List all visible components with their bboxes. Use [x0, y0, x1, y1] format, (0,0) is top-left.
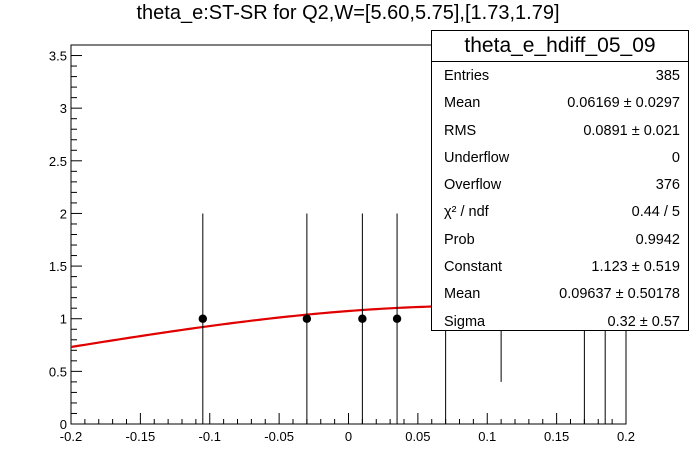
stats-key: Constant: [444, 259, 503, 276]
stats-key: Underflow: [444, 149, 510, 166]
x-tick-label: -0.1: [199, 429, 221, 444]
stats-value: 385: [655, 68, 680, 84]
stats-key: Sigma: [444, 313, 486, 330]
stats-row: Sigma 0.32 ± 0.57: [432, 308, 688, 335]
stats-value: 0.06169 ± 0.0297: [567, 95, 680, 112]
axes: -0.2 -0.15 -0.1 -0.05 0 0.05 0.1 0.15 0.2 0 0.5 1 1.…: [49, 44, 635, 444]
stats-value: 0: [671, 149, 680, 166]
chart-title: theta_e:ST-SR for Q2,W=[5.60,5.75],[1.73…: [136, 2, 560, 24]
stats-key: Prob: [444, 231, 475, 248]
y-tick-label: 2.5: [49, 154, 67, 169]
stats-row: Mean 0.06169 ± 0.0297: [432, 89, 688, 116]
stats-box-title: theta_e_hdiff_05_09: [432, 31, 688, 62]
stats-value: 0.09637 ± 0.50178: [559, 286, 680, 303]
stats-key: Mean: [444, 286, 481, 303]
x-tick-label: 0.2: [617, 429, 635, 444]
stats-row: Mean 0.09637 ± 0.50178: [432, 280, 688, 307]
x-tick-label: 0.05: [405, 429, 430, 444]
y-tick-label: 2: [60, 206, 67, 221]
y-tick-label: 1.5: [49, 259, 67, 274]
data-point: [358, 314, 367, 323]
stats-row: Overflow 376: [432, 171, 688, 198]
stats-row: RMS 0.0891 ± 0.021: [432, 117, 688, 144]
x-tick-label: 0: [345, 429, 352, 444]
stats-value: 0.32 ± 0.57: [607, 313, 680, 330]
stats-key: RMS: [444, 122, 477, 139]
data-point: [198, 314, 208, 323]
stats-value: 0.44 / 5: [631, 204, 680, 221]
y-tick-label: 0: [60, 417, 67, 432]
stats-key: χ² / ndf: [444, 204, 489, 221]
stats-row: Entries 385: [432, 62, 688, 89]
stats-rows: Entries 385 Mean 0.06169 ± 0.0297 RMS 0.0891 …: [432, 62, 688, 335]
y-tick-label: 0.5: [49, 364, 67, 379]
x-tick-label: -0.2: [60, 429, 82, 444]
stats-value: 0.0891 ± 0.021: [583, 122, 680, 139]
stats-row: Underflow 0: [432, 144, 688, 171]
stats-key: Overflow: [444, 177, 502, 194]
y-tick-label: 3: [60, 101, 67, 116]
stats-row: Prob 0.9942: [432, 226, 688, 253]
x-tick-label: -0.05: [264, 429, 294, 444]
x-tick-label: 0.15: [544, 429, 569, 444]
stats-key: Mean: [444, 95, 481, 112]
y-tick-label: 1: [60, 312, 67, 327]
x-tick-label: -0.15: [126, 429, 156, 444]
y-tick-label: 3.5: [49, 49, 67, 64]
stats-key: Entries: [444, 68, 490, 84]
stats-value: 376: [655, 177, 680, 194]
stats-value: 1.123 ± 0.519: [591, 259, 680, 276]
x-tick-label: 0.1: [478, 429, 496, 444]
data-point: [302, 314, 312, 323]
data-point: [392, 314, 402, 323]
stats-row: χ² / ndf 0.44 / 5: [432, 198, 688, 225]
stats-row: Constant 1.123 ± 0.519: [432, 253, 688, 280]
stats-box: theta_e_hdiff_05_09 Entries 385 Mean 0.0616…: [431, 30, 689, 331]
stats-value: 0.9942: [635, 231, 680, 248]
